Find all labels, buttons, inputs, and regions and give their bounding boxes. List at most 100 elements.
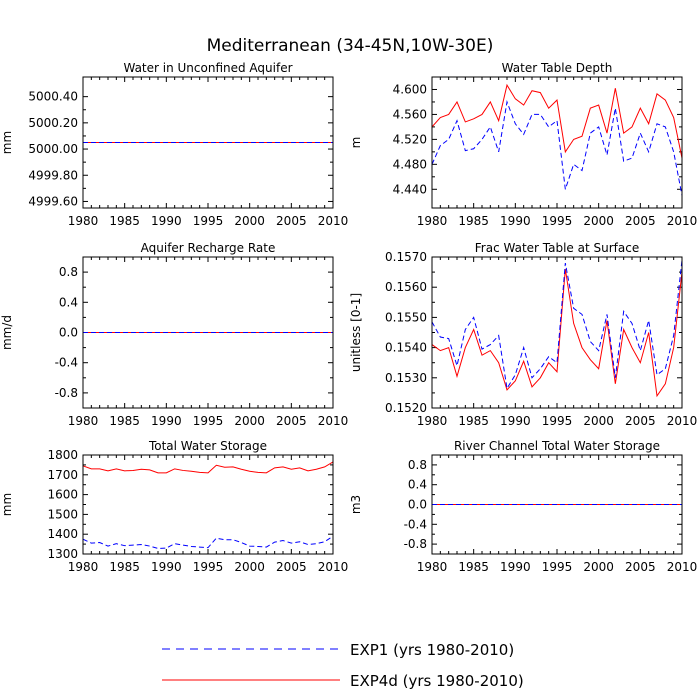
y-tick-label: 4.560 [393,107,427,121]
x-tick-label: 1990 [151,214,182,228]
panel-2: Water Table Depth m 1980 1985 1990 1995 2000 20… [349,61,697,228]
plot-frame [431,256,683,409]
y-axis-label: mm [0,493,14,516]
x-tick-label: 2005 [625,414,656,428]
plot-frame [431,454,683,555]
x-tick-label: 1990 [500,560,531,574]
y-tick-label: 1700 [47,468,78,482]
panel-1: Water in Unconfined Aquifer mm 1980 1985 199… [0,61,348,228]
x-tick-label: 1985 [109,560,140,574]
y-tick-label: 0.8 [59,265,78,279]
y-tick-label: 4.480 [393,157,427,171]
x-tick-label: 1985 [109,414,140,428]
y-tick-label: -0.4 [404,517,427,531]
y-tick-label: 1300 [47,547,78,561]
x-tick-label: 2010 [318,560,349,574]
y-tick-label: 1400 [47,527,78,541]
panels: Water in Unconfined Aquifer mm 1980 1985 199… [0,61,697,574]
x-tick-label: 1995 [193,560,224,574]
x-tick-label: 1990 [151,560,182,574]
x-tick-label: 2005 [625,560,656,574]
x-tick-label: 1980 [68,560,99,574]
x-tick-label: 1990 [500,414,531,428]
x-tick-label: 1995 [542,414,573,428]
x-tick-label: 2010 [318,214,349,228]
x-tick-label: 2000 [583,214,614,228]
x-tick-label: 1980 [417,414,448,428]
y-tick-label: 0.1520 [385,401,427,415]
y-tick-label: 0.1570 [385,250,427,264]
y-tick-label: 4.440 [393,182,427,196]
plot-frame [82,76,334,209]
y-tick-label: -0.4 [55,356,78,370]
panel-3: Aquifer Recharge Rate mm/d 1980 1985 1990 199… [0,241,348,428]
x-tick-label: 1995 [542,560,573,574]
panel-title: Frac Water Table at Surface [475,241,639,255]
x-tick-label: 2000 [234,214,265,228]
series-line-exp1 [83,535,333,549]
x-tick-label: 1985 [458,214,489,228]
y-tick-label: 5000.00 [28,142,78,156]
x-tick-label: 1990 [151,414,182,428]
x-tick-label: 2010 [667,414,698,428]
x-tick-label: 1985 [109,214,140,228]
x-tick-label: 1990 [500,214,531,228]
y-tick-label: 4999.80 [28,168,78,182]
y-tick-label: 0.1560 [385,280,427,294]
x-tick-label: 1980 [68,214,99,228]
plot-frame [431,76,683,209]
series-line-exp4d [432,83,682,159]
y-tick-label: 0.8 [408,458,427,472]
y-tick-label: 1600 [47,488,78,502]
x-tick-label: 1985 [458,414,489,428]
panel-title: Water Table Depth [502,61,613,75]
panel-4: Frac Water Table at Surface unitless [0-1… [349,241,697,428]
panel-6: River Channel Total Water Storage m3 1980 1… [349,439,697,574]
panel-title: Aquifer Recharge Rate [141,241,276,255]
figure-title: Mediterranean (34-45N,10W-30E) [207,36,494,56]
x-tick-label: 1995 [542,214,573,228]
plot-frame [82,454,334,555]
x-tick-label: 1985 [458,560,489,574]
y-axis-label: mm [0,131,14,154]
x-tick-label: 2000 [234,414,265,428]
series-line-exp4d [83,461,333,474]
x-tick-label: 2010 [667,214,698,228]
y-tick-label: 5000.20 [28,116,78,130]
panel-title: River Channel Total Water Storage [454,439,660,453]
y-tick-label: 0.0 [59,326,78,340]
legend-label-exp4d: EXP4d (yrs 1980-2010) [350,672,524,690]
legend: EXP1 (yrs 1980-2010) EXP4d (yrs 1980-201… [162,641,524,690]
x-tick-label: 1980 [417,214,448,228]
y-tick-label: -0.8 [404,537,427,551]
y-tick-label: 0.4 [59,295,78,309]
y-axis-label: m3 [349,495,363,514]
x-tick-label: 2005 [276,560,307,574]
x-tick-label: 1995 [193,414,224,428]
plot-frame [82,256,334,409]
y-tick-label: 0.4 [408,478,427,492]
y-axis-label: unitless [0-1] [349,293,363,372]
panel-5: Total Water Storage mm 1980 1985 1990 1995 200… [0,439,348,574]
y-tick-label: 4999.60 [28,194,78,208]
x-tick-label: 2010 [667,560,698,574]
y-axis-label: mm/d [0,315,14,350]
legend-label-exp1: EXP1 (yrs 1980-2010) [350,641,514,659]
x-tick-label: 2000 [583,414,614,428]
series-line-exp1 [432,259,682,390]
y-tick-label: 1500 [47,507,78,521]
series-line-exp4d [432,269,682,398]
x-tick-label: 2005 [276,414,307,428]
x-tick-label: 2005 [276,214,307,228]
x-tick-label: 2000 [234,560,265,574]
y-tick-label: -0.8 [55,386,78,400]
y-tick-label: 4.520 [393,132,427,146]
y-tick-label: 0.1540 [385,341,427,355]
y-tick-label: 4.600 [393,82,427,96]
x-tick-label: 1980 [68,414,99,428]
x-tick-label: 1980 [417,560,448,574]
y-tick-label: 0.1550 [385,310,427,324]
panel-title: Total Water Storage [148,439,267,453]
y-tick-label: 5000.40 [28,90,78,104]
